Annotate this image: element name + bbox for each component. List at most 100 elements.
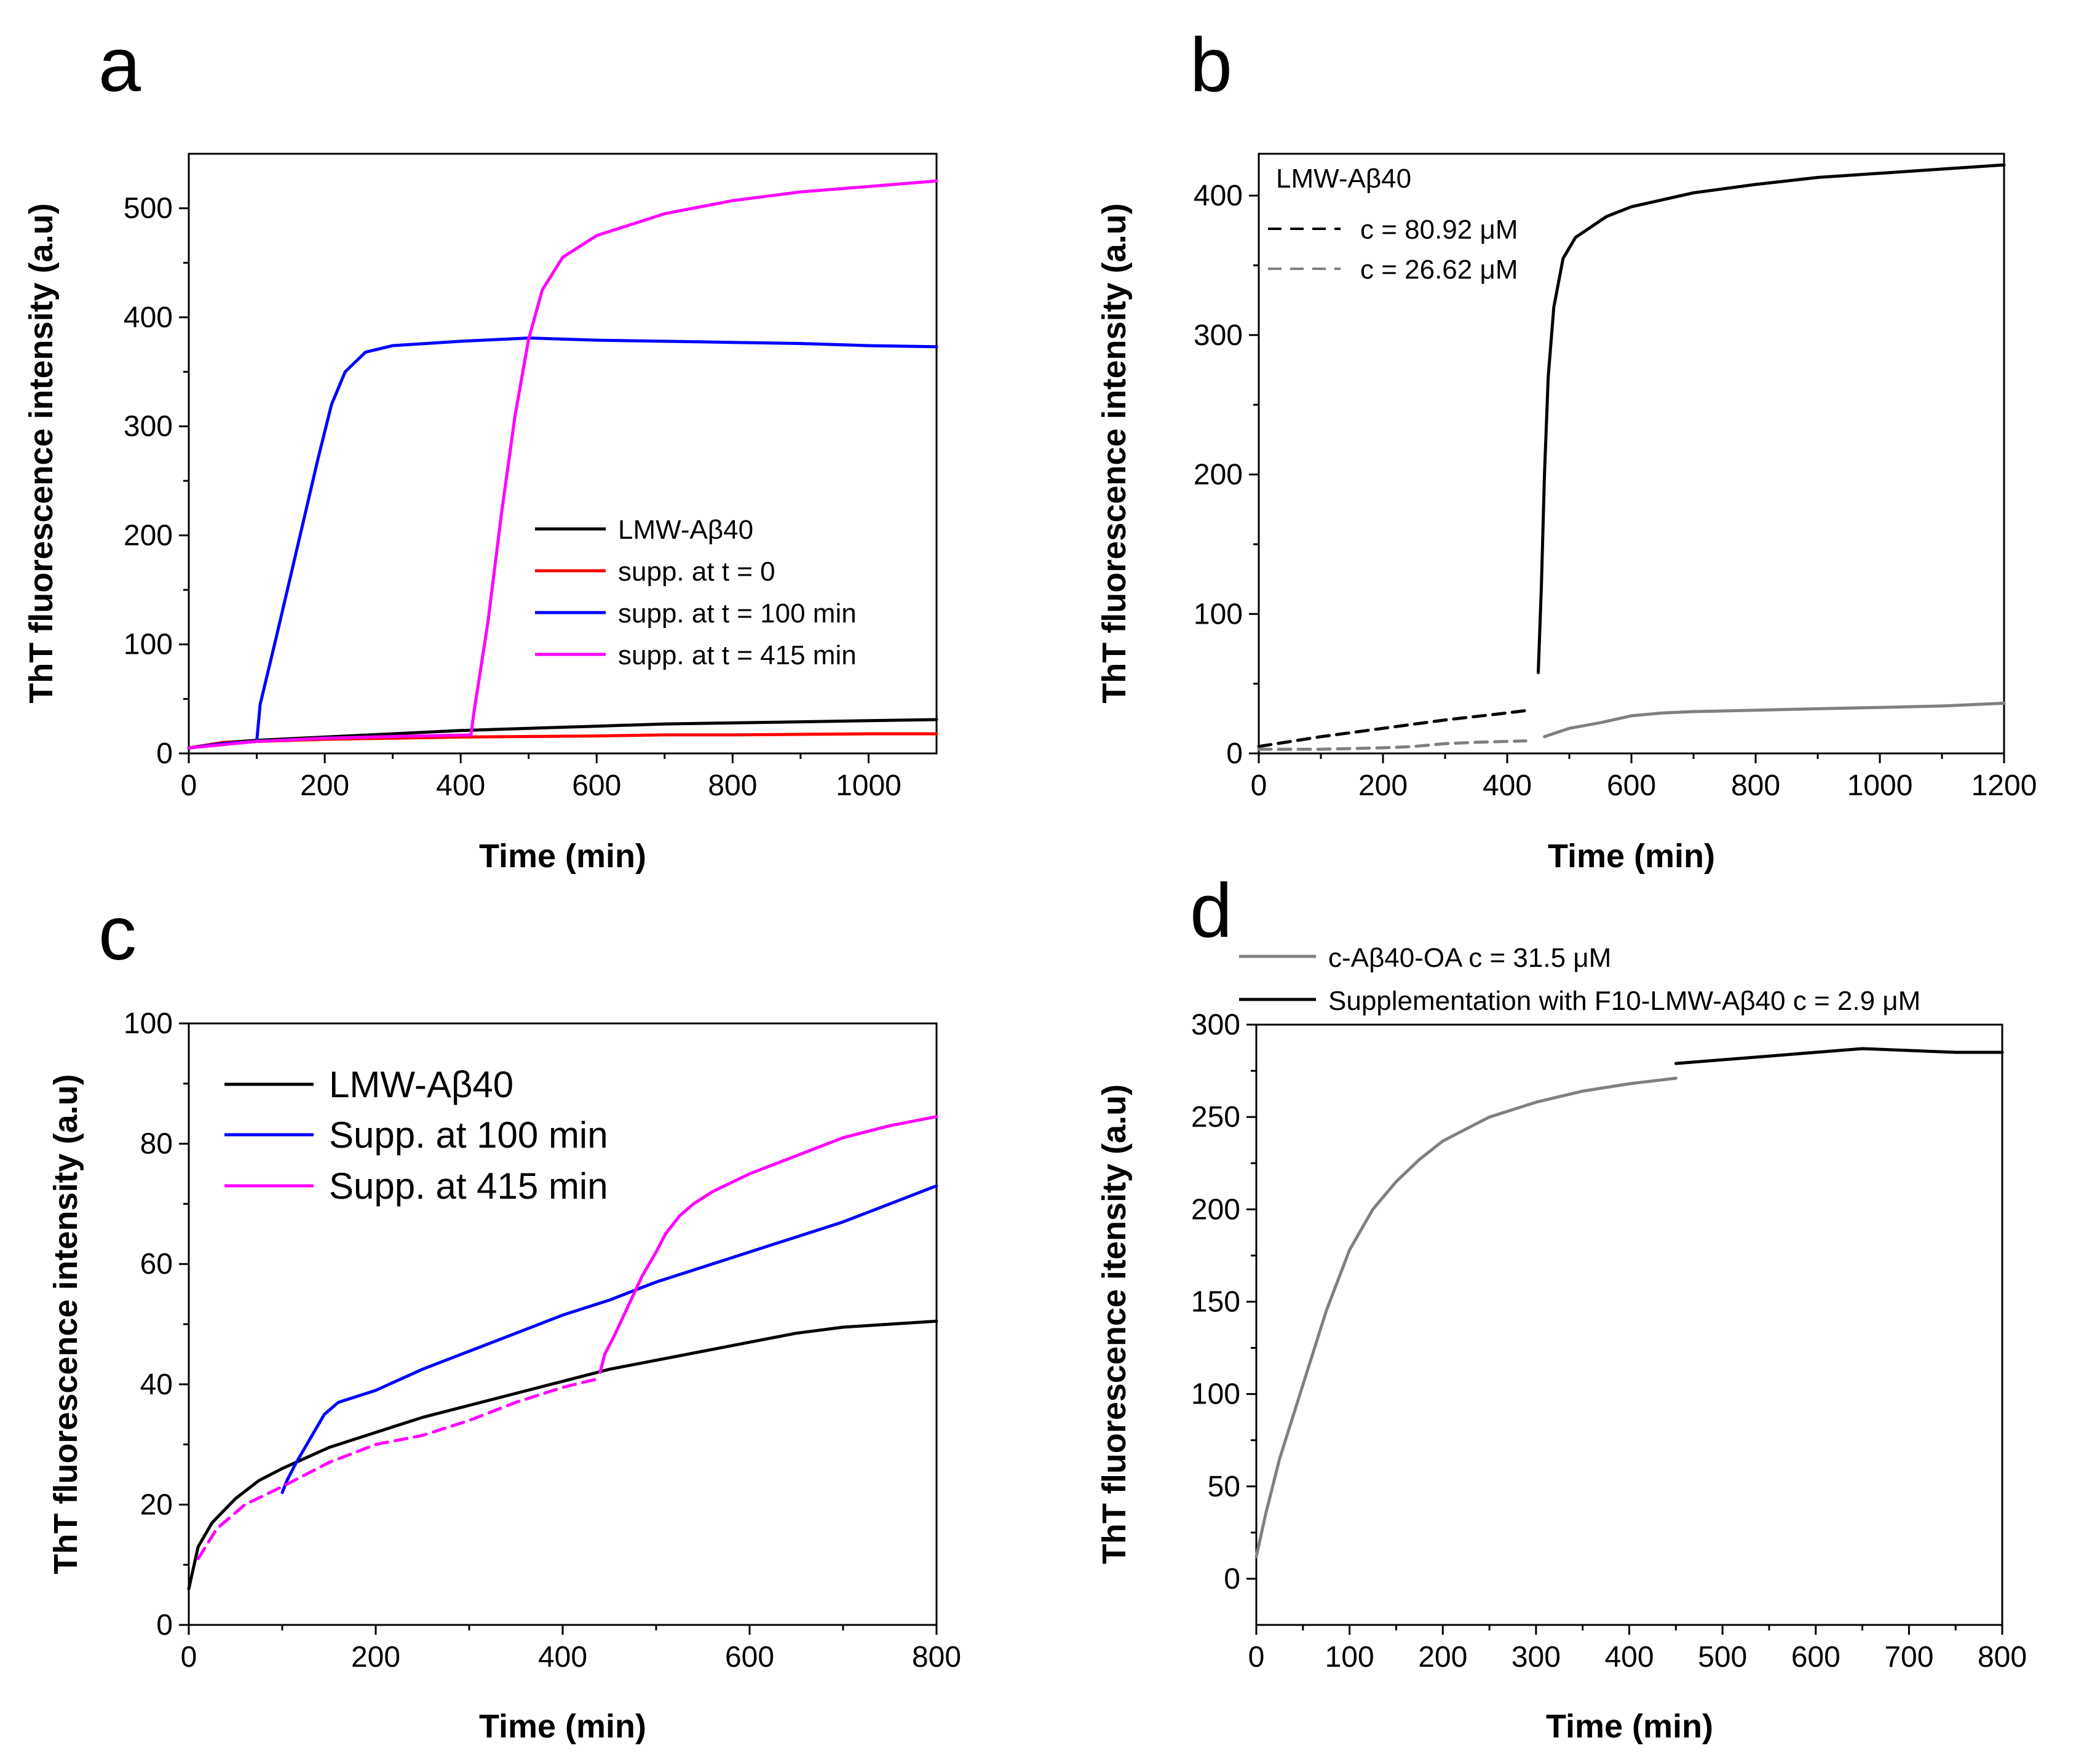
series-line-b-3	[1543, 701, 2006, 739]
x-tick-label-b-3: 600	[1607, 769, 1656, 802]
x-tick-label-a-0: 0	[181, 769, 197, 802]
x-axis-title-b: Time (min)	[1548, 838, 1715, 875]
legend-b: LMW-Aβ40 c = 80.92 μM c = 26.62 μM	[1268, 164, 1518, 285]
legend-label-d-1: Supplementation with F10-LMW-Aβ40 c = 2.…	[1328, 986, 1920, 1016]
panel-letter-b: b	[1190, 23, 1232, 108]
x-tick-label-b-2: 400	[1483, 769, 1532, 802]
panel-a: a 0 200 400 600 800 1000 0 100 200 300 400 500 Time…	[23, 23, 938, 875]
y-axis-title-d: ThT fluorescence itensity (a.u)	[1096, 1084, 1133, 1564]
x-tick-label-a-3: 600	[572, 769, 621, 802]
x-tick-label-c-3: 600	[725, 1641, 774, 1674]
x-tick-label-a-1: 200	[300, 769, 349, 802]
y-tick-label-d-2: 100	[1191, 1378, 1240, 1411]
series-line-c-2	[196, 1376, 602, 1560]
plot-frame-d	[1255, 1023, 2003, 1626]
y-tick-label-b-4: 400	[1194, 180, 1243, 212]
series-line-b-1	[1537, 163, 2006, 674]
legend-label-b-1: c = 26.62 μM	[1360, 255, 1518, 285]
panel-letter-a: a	[98, 23, 141, 108]
y-tick-label-d-3: 150	[1191, 1285, 1240, 1318]
x-tick-label-a-4: 800	[708, 769, 757, 802]
y-tick-label-a-5: 500	[124, 193, 173, 225]
plot-frame-a	[188, 153, 938, 755]
x-tick-label-d-8: 800	[1978, 1641, 2027, 1674]
x-tick-label-c-2: 400	[538, 1641, 587, 1674]
y-tick-label-b-3: 300	[1194, 319, 1243, 352]
x-tick-label-d-4: 400	[1604, 1641, 1654, 1674]
series-layer-a	[187, 179, 938, 750]
x-tick-label-d-2: 200	[1418, 1641, 1467, 1674]
ticks-c: 0 200 400 600 800 0 20 40 60 80 100	[124, 1007, 961, 1674]
series-line-a-2	[187, 336, 938, 750]
y-tick-label-b-2: 200	[1194, 459, 1243, 491]
panel-letter-d: d	[1190, 868, 1232, 953]
legend-a: LMW-Aβ40 supp. at t = 0 supp. at t = 100…	[535, 515, 857, 670]
x-axis-title-a: Time (min)	[479, 838, 646, 875]
x-tick-label-b-6: 1200	[1971, 769, 2037, 802]
legend-label-c-2: Supp. at 415 min	[329, 1165, 608, 1207]
x-tick-label-c-4: 800	[912, 1641, 961, 1674]
legend-c: LMW-Aβ40 Supp. at 100 min Supp. at 415 m…	[224, 1064, 608, 1207]
y-axis-title-c: ThT fluorescence intensity (a.u)	[47, 1074, 84, 1574]
series-line-d-1	[1674, 1047, 2004, 1065]
legend-label-c-1: Supp. at 100 min	[329, 1114, 608, 1156]
legend-label-c-0: LMW-Aβ40	[329, 1064, 513, 1105]
x-tick-label-d-7: 700	[1884, 1641, 1933, 1674]
y-axis-title-a: ThT fluorescence intensity (a.u)	[23, 203, 60, 703]
y-tick-label-b-1: 100	[1194, 598, 1243, 630]
x-axis-title-c: Time (min)	[479, 1708, 646, 1745]
legend-label-b-0: c = 80.92 μM	[1360, 215, 1518, 245]
series-line-c-3	[598, 1115, 938, 1374]
x-tick-label-b-5: 1000	[1847, 769, 1913, 802]
series-layer-b	[1257, 163, 2006, 751]
x-tick-label-a-2: 400	[436, 769, 485, 802]
y-tick-label-a-2: 200	[124, 519, 173, 552]
x-tick-label-c-1: 200	[351, 1641, 400, 1674]
series-layer-d	[1254, 1047, 2004, 1558]
x-tick-label-d-0: 0	[1248, 1641, 1265, 1674]
y-tick-label-d-1: 50	[1208, 1471, 1240, 1503]
panel-d: d 0 100 200 300 400 500 600 700 800 0 50 100 150 200 2…	[1096, 868, 2027, 1745]
legend-label-a-1: supp. at t = 0	[618, 557, 775, 587]
x-tick-label-c-0: 0	[181, 1641, 197, 1674]
y-tick-label-a-1: 100	[124, 629, 173, 661]
y-tick-label-b-0: 0	[1226, 737, 1243, 770]
x-tick-label-b-4: 800	[1731, 769, 1780, 802]
y-tick-label-a-3: 300	[124, 410, 173, 443]
x-tick-label-b-0: 0	[1251, 769, 1267, 802]
series-line-c-1	[280, 1184, 938, 1495]
y-tick-label-c-0: 0	[156, 1609, 173, 1642]
series-line-b-2	[1257, 739, 1527, 751]
ticks-a: 0 200 400 600 800 1000 0 100 200 300 400 500	[124, 193, 901, 802]
panel-letter-c: c	[98, 891, 137, 976]
series-line-b-0	[1257, 709, 1531, 748]
y-tick-label-a-0: 0	[156, 737, 173, 770]
ticks-b: 0 200 400 600 800 1000 1200 0 100 200 300 400	[1194, 180, 2037, 802]
ticks-d: 0 100 200 300 400 500 600 700 800 0 50 100 150 200 250…	[1191, 1009, 2027, 1674]
x-tick-label-d-1: 100	[1325, 1641, 1374, 1674]
y-tick-label-c-2: 40	[140, 1368, 173, 1401]
x-tick-label-d-6: 600	[1791, 1641, 1840, 1674]
plot-frame-c	[188, 1022, 938, 1626]
x-tick-label-a-5: 1000	[836, 769, 901, 802]
x-tick-label-d-5: 500	[1698, 1641, 1747, 1674]
y-tick-label-d-5: 250	[1191, 1101, 1240, 1134]
y-tick-label-c-1: 20	[140, 1488, 173, 1521]
legend-label-a-3: supp. at t = 415 min	[618, 640, 857, 670]
y-tick-label-a-4: 400	[124, 301, 173, 334]
x-tick-label-d-3: 300	[1512, 1641, 1561, 1674]
x-tick-label-b-1: 200	[1358, 769, 1408, 802]
y-tick-label-c-3: 60	[140, 1248, 173, 1281]
panel-b: b 0 200 400 600 800 1000 1200 0 100 200 300 400 Tim…	[1096, 23, 2037, 875]
series-layer-c	[187, 1115, 938, 1590]
series-line-d-0	[1254, 1076, 1678, 1558]
x-axis-title-d: Time (min)	[1546, 1708, 1713, 1745]
series-line-a-3	[187, 179, 938, 750]
y-tick-label-c-5: 100	[124, 1007, 173, 1040]
y-tick-label-d-4: 200	[1191, 1193, 1240, 1226]
panel-c: c 0 200 400 600 800 0 20 40 60 80 100 Time (min) T…	[47, 891, 961, 1745]
series-line-c-0	[187, 1319, 938, 1590]
legend-title-b: LMW-Aβ40	[1276, 164, 1411, 194]
legend-label-a-0: LMW-Aβ40	[618, 515, 753, 545]
